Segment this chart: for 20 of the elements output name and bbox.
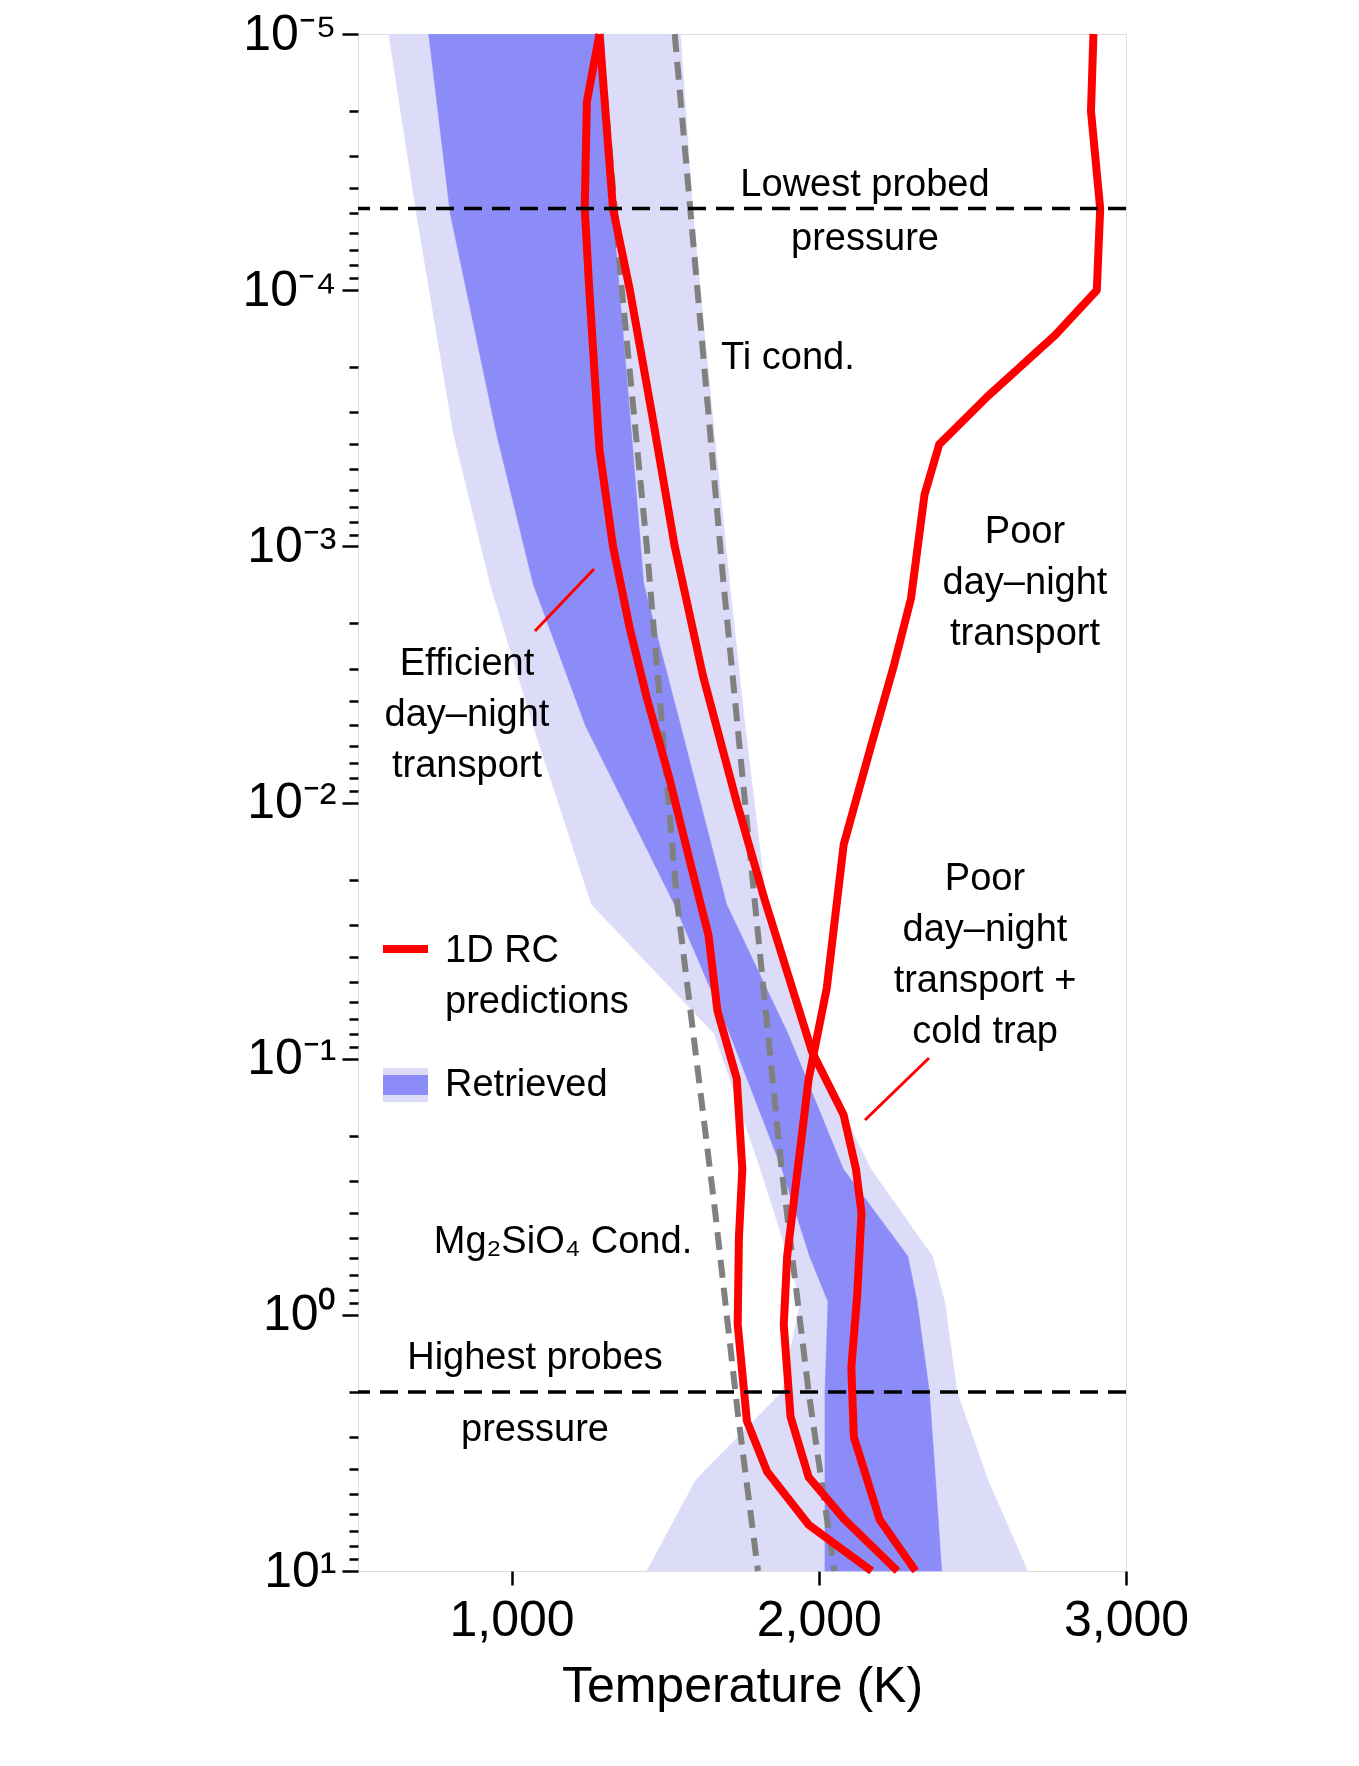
y-tick-label: 10¹: [264, 1541, 337, 1598]
y-tick-label: 10⁻²: [247, 773, 337, 829]
legend-label: 1D RC predictions: [445, 928, 629, 1021]
annotation: Ti cond.: [721, 335, 855, 377]
annotation: Mg₂SiO₄ Cond.: [433, 1219, 693, 1261]
x-tick-label: 2,000: [756, 1590, 882, 1647]
y-tick-label: 10⁻³: [247, 516, 337, 573]
x-axis-title: Temperature (K): [561, 1656, 924, 1713]
annotation: Poor day–night transport + cold trap: [893, 855, 1077, 1051]
ref-line-label: Highest probes pressure: [407, 1334, 663, 1449]
y-tick-label: 10⁻⁵: [243, 4, 337, 61]
ref-line-label: Lowest probed pressure: [740, 161, 990, 258]
y-tick-label: 10⁻¹: [247, 1029, 337, 1086]
legend-label: Retrieved: [445, 1062, 608, 1104]
y-tick-label: 10⁰: [262, 1285, 337, 1342]
y-tick-label: 10⁻⁴: [242, 260, 337, 317]
annotation: Poor day–night transport: [942, 509, 1108, 653]
x-tick-label: 1,000: [449, 1590, 575, 1647]
annotation: Efficient day–night transport: [384, 641, 550, 785]
x-tick-label: 3,000: [1063, 1590, 1190, 1647]
